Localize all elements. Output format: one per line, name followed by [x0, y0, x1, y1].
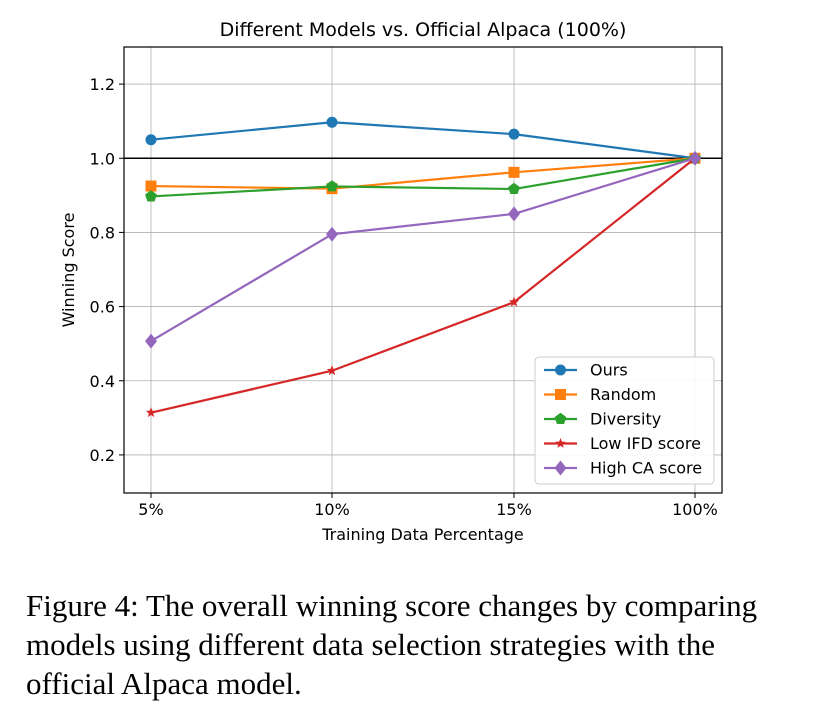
data-point [145, 180, 157, 192]
x-tick-label: 100% [672, 500, 718, 519]
legend-label: High CA score [590, 459, 702, 478]
series-ours [145, 116, 701, 164]
chart-title: Different Models vs. Official Alpaca (10… [220, 19, 627, 41]
series-line [150, 157, 696, 414]
series-line [150, 157, 696, 343]
y-tick-label: 0.4 [90, 372, 115, 391]
data-point [326, 180, 338, 192]
x-axis-ticks: 5% 10% 15% 100% [138, 493, 718, 519]
y-tick-label: 0.2 [90, 446, 115, 465]
data-point [508, 296, 520, 307]
legend-marker [554, 460, 567, 476]
legend-item: Random [544, 385, 656, 404]
legend-item: High CA score [544, 459, 702, 478]
legend: Ours Random Diversity Low IFD score High CA … [534, 356, 715, 485]
figure-caption: Figure 4: The overall winning score chan… [26, 588, 758, 701]
legend-box [534, 356, 715, 485]
data-point [145, 134, 157, 146]
series-layer [145, 116, 701, 418]
data-point [508, 166, 520, 178]
series-line [150, 157, 696, 198]
series-line [150, 121, 696, 160]
legend-label: Low IFD score [590, 434, 701, 453]
x-axis-label: Training Data Percentage [321, 525, 524, 544]
data-point [145, 190, 157, 202]
series-high-ca-score [145, 150, 701, 349]
data-point [689, 150, 701, 166]
y-tick-label: 1.2 [90, 75, 115, 94]
legend-marker [555, 364, 566, 376]
legend-label: Diversity [590, 410, 661, 429]
y-tick-label: 1.0 [90, 149, 115, 168]
series-diversity [145, 152, 701, 202]
data-point [326, 226, 338, 242]
line-chart: Different Models vs. Official Alpaca (10… [59, 19, 723, 544]
data-point [508, 206, 520, 222]
legend-item: Diversity [544, 410, 661, 429]
legend-label: Random [590, 385, 656, 404]
data-point [326, 116, 338, 128]
data-point [145, 333, 157, 349]
series-line [150, 157, 696, 190]
y-tick-label: 0.6 [90, 298, 115, 317]
y-tick-label: 0.8 [90, 223, 115, 242]
data-point [326, 365, 338, 376]
legend-label: Ours [590, 361, 628, 380]
legend-marker [554, 412, 567, 424]
legend-item: Ours [544, 361, 628, 380]
y-axis-label: Winning Score [59, 213, 78, 328]
data-point [145, 407, 157, 418]
data-point [508, 182, 520, 194]
plot-frame [123, 46, 723, 494]
x-tick-label: 15% [496, 500, 532, 519]
x-tick-label: 10% [314, 500, 350, 519]
legend-item: Low IFD score [544, 434, 701, 453]
legend-marker [555, 438, 566, 448]
y-axis-ticks: 0.2 0.4 0.6 0.8 1.0 1.2 [90, 75, 124, 465]
x-tick-label: 5% [138, 500, 163, 519]
legend-marker [555, 389, 566, 400]
data-point [508, 128, 520, 140]
